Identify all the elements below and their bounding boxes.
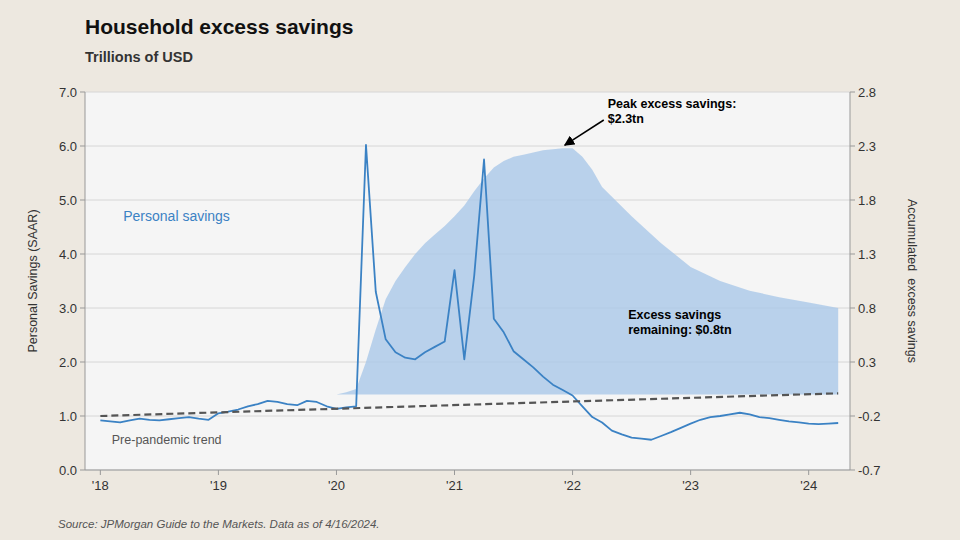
x-axis-line [85,470,850,471]
grid [85,92,850,470]
x-tick-label: '24 [800,478,817,493]
y2-axis-line [850,92,851,470]
x-tick [808,470,809,475]
text-line: Peak excess savings: [608,97,737,111]
chart: '18 '19 '20 '21 '22 '23 '24 0.0 1.0 2.0 3.0 4.0 5.0 6… [0,0,960,540]
x-tick-label: '19 [210,478,227,493]
annotations: Personal savings Pre-pandemic trend Peak e… [112,97,737,447]
y-axis-label: Personal Savings (SAAR) [26,209,40,352]
y-tick [80,200,85,201]
y2-tick-label: -0.7 [858,463,880,478]
text-line: Excess savings [628,308,721,322]
series-label: Personal savings [123,208,230,224]
axes: '18 '19 '20 '21 '22 '23 '24 0.0 1.0 2.0 3.0 4.0 5.0 6… [59,85,880,494]
y2-tick [850,92,855,93]
y-tick [80,470,85,471]
background [0,0,960,540]
y-tick [80,92,85,93]
line [100,393,838,416]
y-axis-line [85,92,86,470]
x-tick-label: '23 [682,478,699,493]
y-tick [80,146,85,147]
y2-tick-label: 0.3 [858,355,876,370]
y2-axis-label: Accumulated excess savings [905,199,919,363]
grid-line [85,416,850,417]
y-tick-label: 7.0 [59,85,77,100]
x-tick-label: '21 [446,478,463,493]
line [100,145,838,440]
y2-tick-label: -0.2 [858,409,880,424]
y2-tick [850,146,855,147]
annotation-arrow [565,120,604,145]
plot-area [85,92,850,470]
y2-tick-label: 2.8 [858,85,876,100]
y-tick-label: 2.0 [59,355,77,370]
annotation: Peak excess savings:$2.3tn [608,97,737,126]
grid-line [85,470,850,471]
text-line: remaining: $0.8tn [628,323,732,337]
x-tick [218,470,219,475]
x-tick [100,470,101,475]
data [100,145,838,440]
y2-tick [850,470,855,471]
y-tick [80,362,85,363]
y-tick-label: 5.0 [59,193,77,208]
source: Source: JPMorgan Guide to the Markets. D… [58,518,380,530]
y2-tick-label: 1.8 [858,193,876,208]
grid-line [85,92,850,93]
y-tick-label: 4.0 [59,247,77,262]
x-tick-label: '22 [564,478,581,493]
y2-tick-label: 2.3 [858,139,876,154]
y2-tick [850,254,855,255]
y-tick [80,254,85,255]
text-line: $2.3tn [608,112,644,126]
x-tick-label: '18 [92,478,109,493]
annotation: Excess savingsremaining: $0.8tn [628,308,732,337]
y2-tick [850,308,855,309]
y-tick-label: 3.0 [59,301,77,316]
x-tick [454,470,455,475]
y2-tick-label: 1.3 [858,247,876,262]
grid-line [85,146,850,147]
subtitle: Trillions of USD [85,49,193,65]
x-tick [336,470,337,475]
x-tick [690,470,691,475]
y-tick-label: 0.0 [59,463,77,478]
y-tick-label: 6.0 [59,139,77,154]
y-tick [80,416,85,417]
y2-tick [850,362,855,363]
y2-tick [850,200,855,201]
y-tick-label: 1.0 [59,409,77,424]
series-label: Pre-pandemic trend [112,433,222,447]
y-tick [80,308,85,309]
x-tick-label: '20 [328,478,345,493]
y2-tick [850,416,855,417]
grid-line [85,200,850,201]
x-tick [572,470,573,475]
title: Household excess savings [85,15,353,38]
y2-tick-label: 0.8 [858,301,876,316]
area [100,148,838,394]
